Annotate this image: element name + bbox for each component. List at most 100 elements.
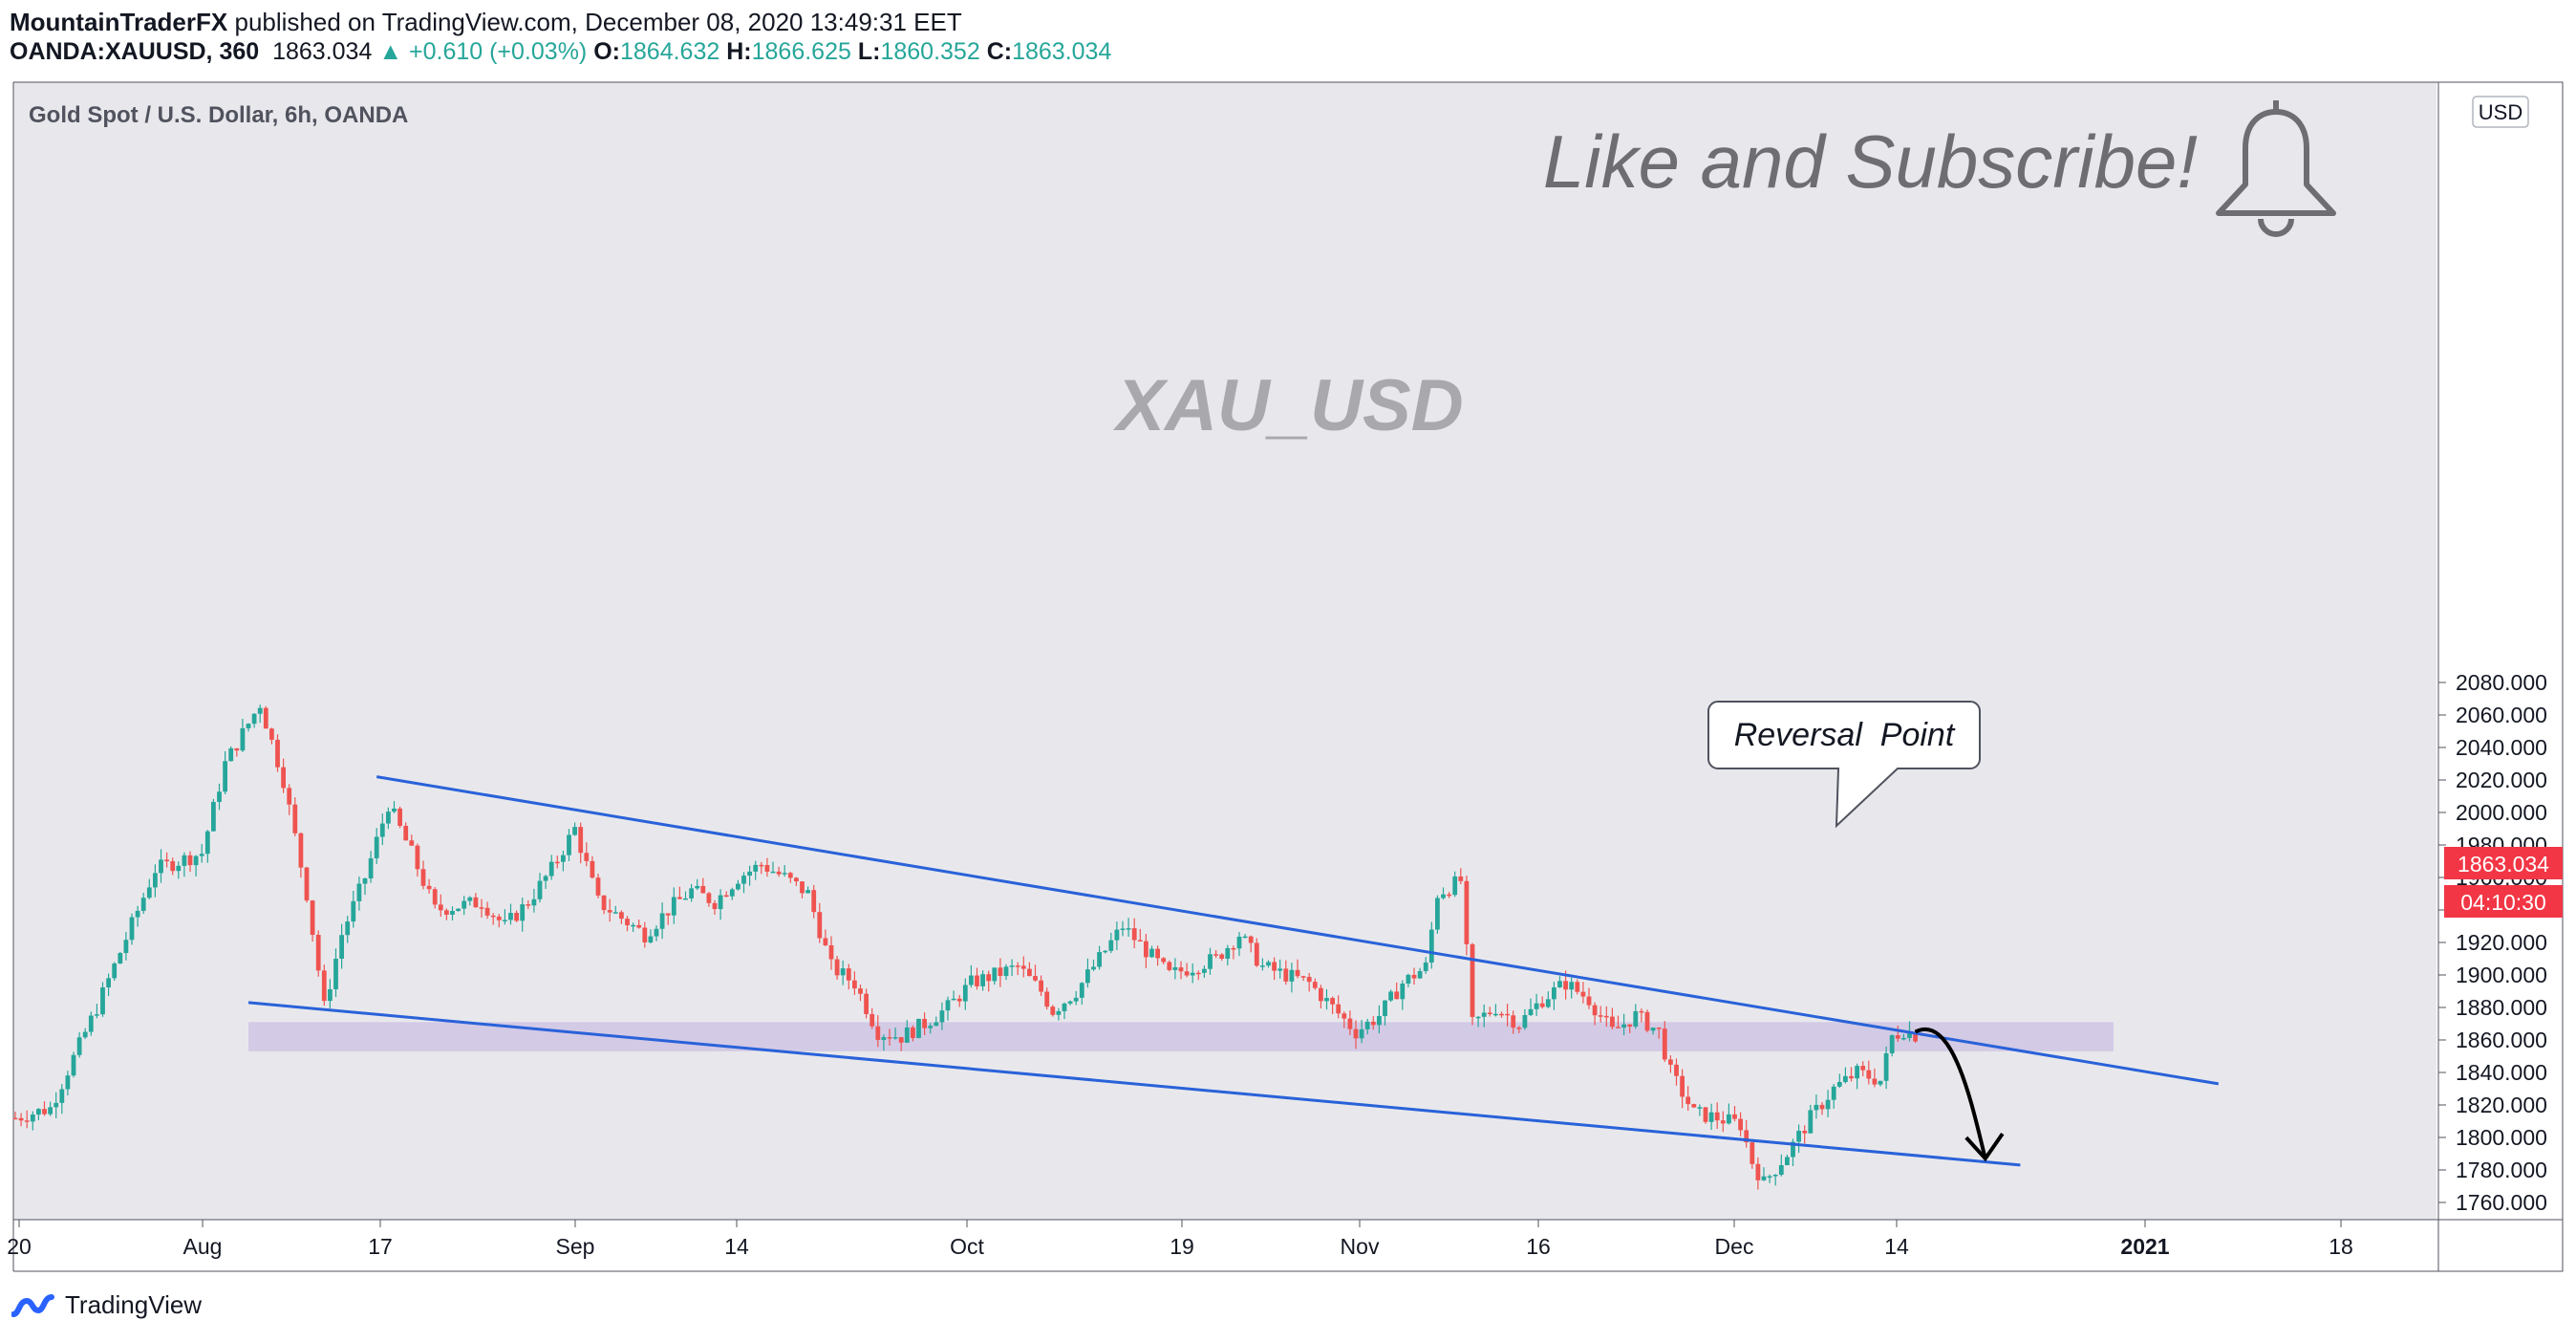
- candle-body[interactable]: [444, 910, 449, 915]
- candle-body[interactable]: [1819, 1104, 1825, 1110]
- candle-body[interactable]: [1202, 968, 1207, 973]
- candle-body[interactable]: [904, 1027, 910, 1043]
- candle-body[interactable]: [1767, 1176, 1772, 1179]
- candle-body[interactable]: [1907, 1031, 1912, 1038]
- candle-body[interactable]: [887, 1037, 892, 1039]
- candle-body[interactable]: [729, 889, 735, 897]
- candle-body[interactable]: [159, 859, 163, 874]
- candle-body[interactable]: [1633, 1010, 1639, 1027]
- candle-body[interactable]: [986, 974, 992, 982]
- candle-body[interactable]: [1050, 1006, 1056, 1015]
- symbol-label[interactable]: OANDA:XAUUSD, 360: [10, 38, 260, 65]
- candle-body[interactable]: [817, 912, 823, 939]
- candle-body[interactable]: [234, 747, 240, 751]
- candle-body[interactable]: [928, 1026, 934, 1028]
- candle-body[interactable]: [1184, 971, 1190, 976]
- candle-body[interactable]: [537, 880, 543, 899]
- candle-body[interactable]: [503, 920, 507, 921]
- candle-body[interactable]: [1067, 1001, 1073, 1004]
- candle-body[interactable]: [747, 871, 752, 877]
- candle-body[interactable]: [310, 900, 315, 935]
- candle-body[interactable]: [1178, 967, 1184, 972]
- currency-badge[interactable]: USD: [2472, 96, 2529, 128]
- candle-body[interactable]: [1044, 991, 1050, 1007]
- candle-body[interactable]: [520, 904, 526, 921]
- candle-body[interactable]: [1755, 1163, 1761, 1180]
- candle-body[interactable]: [1680, 1075, 1685, 1097]
- candle-body[interactable]: [1400, 984, 1406, 1000]
- candle-body[interactable]: [1563, 981, 1568, 990]
- candle-body[interactable]: [1056, 1010, 1062, 1015]
- candle-body[interactable]: [1895, 1035, 1900, 1039]
- candle-body[interactable]: [426, 885, 432, 890]
- candle-body[interactable]: [1260, 965, 1265, 967]
- candle-body[interactable]: [1843, 1075, 1848, 1083]
- candle-body[interactable]: [1359, 1028, 1364, 1039]
- candle-body[interactable]: [1586, 996, 1592, 1006]
- candle-body[interactable]: [1470, 943, 1475, 1017]
- publisher-name[interactable]: MountainTraderFX: [10, 8, 228, 36]
- candle-body[interactable]: [438, 904, 443, 911]
- candle-body[interactable]: [182, 855, 187, 866]
- candle-body[interactable]: [140, 898, 146, 911]
- candle-body[interactable]: [106, 978, 111, 988]
- candle-body[interactable]: [1003, 966, 1009, 977]
- candle-body[interactable]: [403, 825, 409, 841]
- candle-body[interactable]: [1616, 1027, 1621, 1028]
- candle-body[interactable]: [129, 917, 135, 941]
- candle-body[interactable]: [1190, 972, 1195, 976]
- candle-body[interactable]: [998, 967, 1003, 977]
- candle-body[interactable]: [211, 802, 216, 832]
- candle-body[interactable]: [1639, 1010, 1644, 1013]
- candle-body[interactable]: [1627, 1024, 1633, 1027]
- candle-body[interactable]: [945, 1000, 951, 1011]
- candle-body[interactable]: [548, 861, 554, 877]
- candle-body[interactable]: [1732, 1114, 1737, 1119]
- candle-body[interactable]: [1528, 1008, 1534, 1015]
- candle-body[interactable]: [1155, 948, 1160, 959]
- candle-body[interactable]: [65, 1075, 71, 1090]
- candle-body[interactable]: [1808, 1110, 1814, 1134]
- candle-body[interactable]: [636, 924, 642, 928]
- candle-body[interactable]: [187, 855, 193, 866]
- candle-body[interactable]: [1394, 991, 1400, 1000]
- candle-body[interactable]: [1149, 948, 1154, 958]
- candle-body[interactable]: [170, 861, 176, 872]
- candle-body[interactable]: [1772, 1175, 1778, 1177]
- candle-body[interactable]: [1889, 1035, 1895, 1053]
- candle-body[interactable]: [881, 1037, 887, 1040]
- candle-body[interactable]: [251, 713, 257, 725]
- candle-body[interactable]: [1277, 968, 1283, 971]
- candle-body[interactable]: [1714, 1112, 1720, 1121]
- candle-body[interactable]: [1435, 898, 1440, 930]
- candle-body[interactable]: [671, 897, 676, 916]
- candle-body[interactable]: [1738, 1118, 1743, 1131]
- candle-body[interactable]: [24, 1120, 30, 1122]
- candle-body[interactable]: [123, 940, 129, 954]
- candle-body[interactable]: [1020, 965, 1026, 969]
- candle-body[interactable]: [723, 895, 729, 898]
- candle-body[interactable]: [1761, 1176, 1767, 1180]
- candle-body[interactable]: [462, 900, 467, 909]
- candle-body[interactable]: [1522, 1014, 1528, 1028]
- candle-body[interactable]: [992, 967, 998, 982]
- candle-body[interactable]: [484, 907, 490, 916]
- candle-body[interactable]: [1167, 962, 1172, 970]
- candle-body[interactable]: [1120, 928, 1126, 930]
- candle-body[interactable]: [1103, 950, 1108, 953]
- candle-body[interactable]: [1085, 969, 1090, 984]
- candle-body[interactable]: [1161, 958, 1167, 963]
- candle-body[interactable]: [875, 1026, 881, 1040]
- upper-trendline[interactable]: [376, 775, 2220, 1086]
- candle-body[interactable]: [1487, 1012, 1492, 1014]
- candle-body[interactable]: [1703, 1107, 1708, 1122]
- candle-body[interactable]: [1575, 982, 1580, 992]
- candle-body[interactable]: [153, 873, 158, 888]
- candle-body[interactable]: [54, 1102, 59, 1108]
- candle-body[interactable]: [298, 833, 304, 868]
- candle-body[interactable]: [1499, 1013, 1504, 1016]
- candle-body[interactable]: [736, 883, 741, 890]
- candle-body[interactable]: [1697, 1107, 1703, 1109]
- candle-body[interactable]: [1592, 1005, 1598, 1016]
- candle-body[interactable]: [1342, 1013, 1347, 1019]
